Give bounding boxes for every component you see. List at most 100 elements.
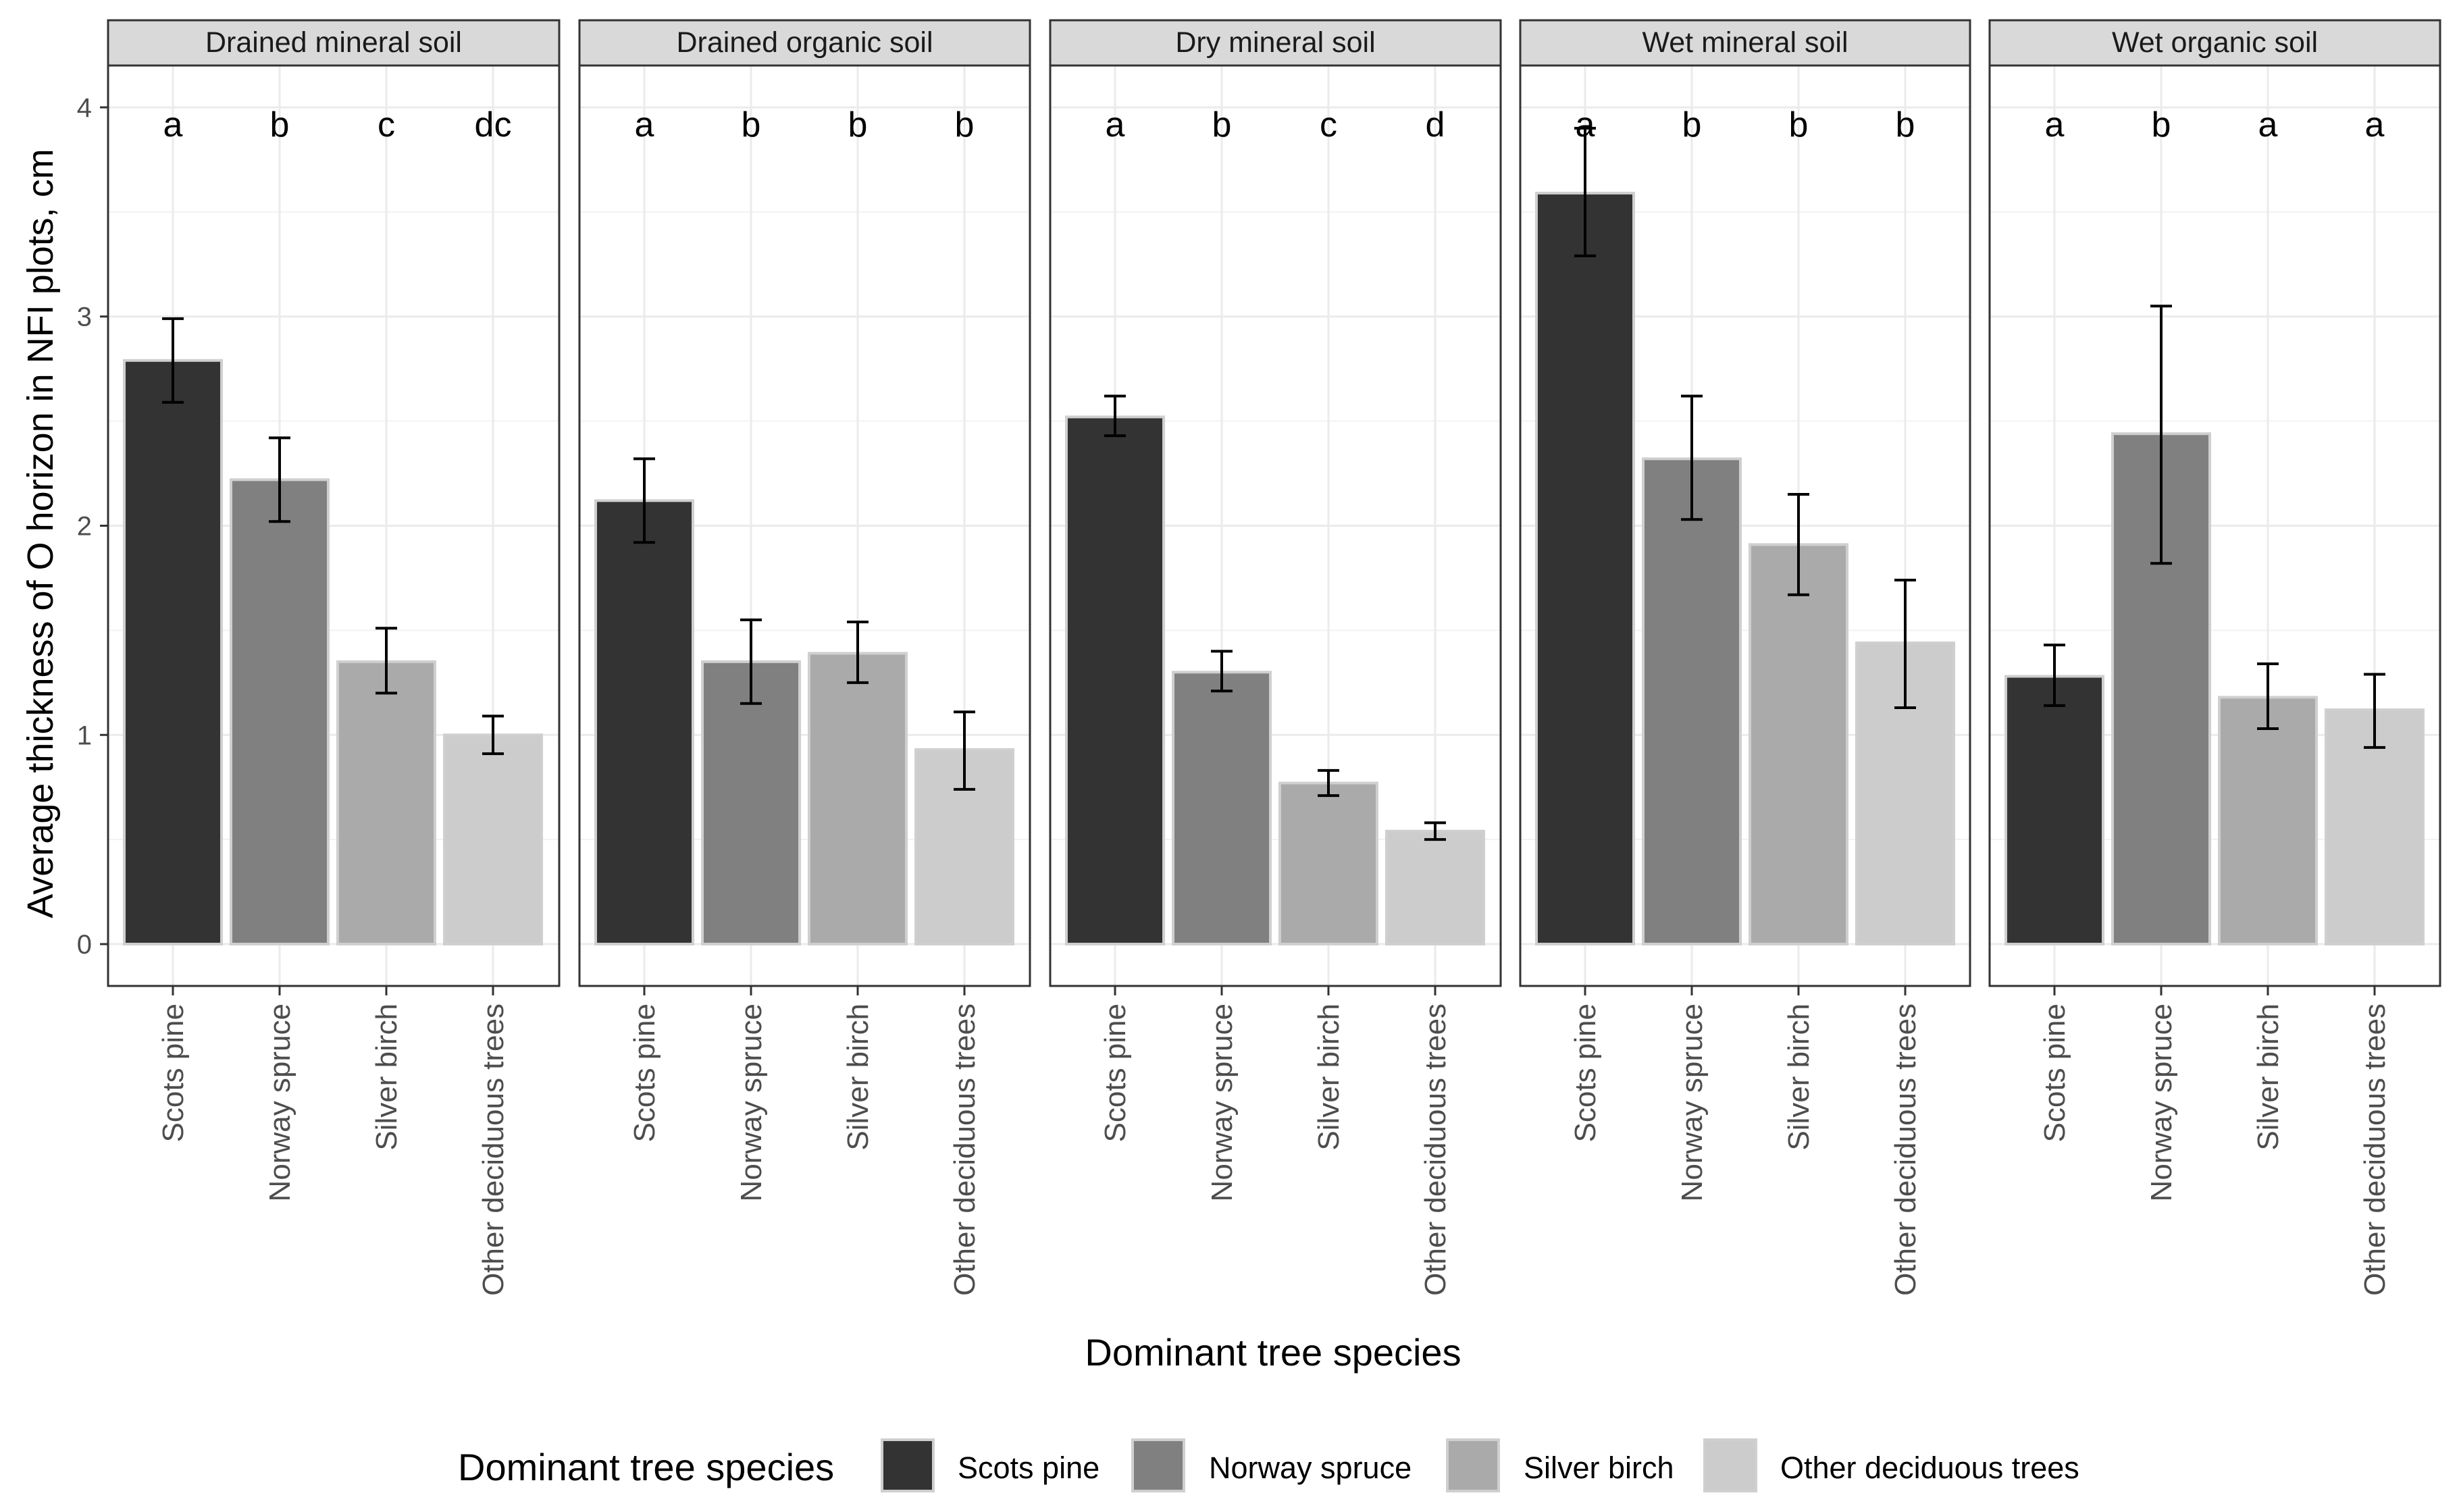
y-tick-label: 3 xyxy=(77,303,92,332)
significance-letter: b xyxy=(1682,105,1702,145)
significance-letter: b xyxy=(1212,105,1232,145)
x-tick-label: Other deciduous trees xyxy=(477,1003,510,1296)
significance-letter: c xyxy=(1320,105,1337,145)
panel-border xyxy=(107,64,561,987)
facet-dry-mineral-soil: Dry mineral soil a b c d Scots pine Norway spr… xyxy=(1049,19,1502,1296)
panel-border xyxy=(578,64,1031,987)
bar-silver-birch xyxy=(1278,781,1378,946)
bar-norway-spruce xyxy=(1172,671,1272,946)
error-bar xyxy=(1211,650,1233,693)
legend-swatch xyxy=(1446,1438,1500,1492)
error-bar xyxy=(1318,768,1339,798)
error-bar xyxy=(376,627,397,695)
x-tick-label: Silver birch xyxy=(1312,1003,1345,1151)
y-axis: 0 1 2 3 4 xyxy=(77,93,108,960)
y-tick-label: 2 xyxy=(77,512,92,542)
significance-letter: a xyxy=(163,105,183,145)
significance-letter: b xyxy=(270,105,290,145)
legend-swatch xyxy=(1703,1438,1757,1492)
x-tick-label: Silver birch xyxy=(1782,1003,1815,1151)
legend-label: Silver birch xyxy=(1524,1451,1674,1485)
x-tick-label: Silver birch xyxy=(370,1003,403,1151)
bar-norway-spruce xyxy=(1642,457,1742,946)
error-bar xyxy=(2257,662,2279,730)
x-tick-label: Norway spruce xyxy=(2145,1003,2178,1201)
bar-scots-pine xyxy=(1065,415,1165,946)
significance-letter: a xyxy=(2365,105,2385,145)
bar-scots-pine xyxy=(123,359,223,946)
error-bar xyxy=(954,710,975,791)
facet-title: Wet organic soil xyxy=(2112,26,2318,59)
facet-strip xyxy=(1049,19,1502,67)
error-bar xyxy=(2364,673,2385,749)
panel-border xyxy=(1049,64,1502,987)
x-tick-label: Scots pine xyxy=(1569,1003,1602,1142)
legend-item-silver-birch: Silver birch xyxy=(1444,1436,1674,1494)
significance-letter: b xyxy=(848,105,868,145)
panel-border xyxy=(1519,64,1971,987)
error-bar xyxy=(482,714,504,756)
significance-letter: b xyxy=(1896,105,1915,145)
error-bar xyxy=(1788,493,1809,596)
error-bar xyxy=(847,620,869,684)
facet-title: Dry mineral soil xyxy=(1175,26,1375,59)
significance-letter: a xyxy=(1576,105,1595,145)
significance-letter: b xyxy=(742,105,761,145)
error-bar xyxy=(740,618,762,705)
x-tick-label: Norway spruce xyxy=(1206,1003,1239,1201)
legend-title: Dominant tree species xyxy=(458,1446,834,1488)
significance-letter: b xyxy=(1789,105,1809,145)
bar-norway-spruce xyxy=(230,478,330,946)
y-tick-label: 0 xyxy=(77,930,92,960)
significance-letter: a xyxy=(2258,105,2278,145)
facet-wet-organic-soil: Wet organic soil a b a a Scots pine Norway spr… xyxy=(1988,19,2441,1296)
bar-other-deciduous-trees xyxy=(443,733,543,946)
x-tick-label: Silver birch xyxy=(842,1003,875,1151)
y-tick-label: 4 xyxy=(77,93,92,123)
bar-norway-spruce xyxy=(701,660,801,946)
legend-item-scots-pine: Scots pine xyxy=(879,1436,1099,1494)
legend-swatch xyxy=(881,1438,935,1492)
significance-letter: b xyxy=(955,105,975,145)
facet-drained-mineral-soil: Drained mineral soil a b c dc Scots pine Norwa… xyxy=(107,19,561,1296)
significance-letter: a xyxy=(2045,105,2065,145)
facet-title: Drained organic soil xyxy=(676,26,933,59)
legend-items: Scots pine Norway spruce Silver birch Other… xyxy=(879,1436,2079,1494)
x-tick-label: Scots pine xyxy=(628,1003,661,1142)
error-bar xyxy=(2150,305,2172,565)
x-tick-label: Scots pine xyxy=(157,1003,190,1142)
bar-silver-birch xyxy=(1749,543,1848,946)
legend-swatch xyxy=(1131,1438,1185,1492)
x-tick-label: Norway spruce xyxy=(263,1003,296,1201)
x-axis-title: Dominant tree species xyxy=(1085,1331,1461,1374)
significance-letter: dc xyxy=(475,105,512,145)
y-axis-title: Average thickness of O horizon in NFI pl… xyxy=(20,149,61,918)
bar-scots-pine xyxy=(2004,675,2104,946)
x-tick-label: Other deciduous trees xyxy=(2358,1003,2391,1296)
significance-letter: c xyxy=(378,105,395,145)
significance-letter: a xyxy=(1106,105,1125,145)
significance-letter: d xyxy=(1426,105,1445,145)
legend-item-norway-spruce: Norway spruce xyxy=(1129,1436,1412,1494)
bar-silver-birch xyxy=(336,660,436,946)
legend: Dominant tree species Scots pine Norway s… xyxy=(458,1436,2079,1494)
error-bar xyxy=(1424,821,1446,841)
error-bar xyxy=(1574,126,1596,257)
x-tick-label: Norway spruce xyxy=(1676,1003,1709,1201)
error-bar xyxy=(1894,579,1916,710)
bar-scots-pine xyxy=(594,499,694,946)
error-bar xyxy=(269,436,290,523)
significance-letter: a xyxy=(635,105,654,145)
x-tick-label: Scots pine xyxy=(2038,1003,2071,1142)
facet-wet-mineral-soil: Wet mineral soil a b b b Scots pine Norway spr… xyxy=(1519,19,1971,1296)
bar-other-deciduous-trees xyxy=(1385,829,1485,946)
legend-label: Other deciduous trees xyxy=(1780,1451,2079,1485)
significance-letter: b xyxy=(2152,105,2171,145)
x-tick-label: Other deciduous trees xyxy=(1889,1003,1922,1296)
facet-strip xyxy=(1519,19,1971,67)
x-tick-label: Other deciduous trees xyxy=(1419,1003,1452,1296)
facet-drained-organic-soil: Drained organic soil a b b b Scots pine Norway… xyxy=(578,19,1031,1296)
y-tick-label: 1 xyxy=(77,721,92,750)
